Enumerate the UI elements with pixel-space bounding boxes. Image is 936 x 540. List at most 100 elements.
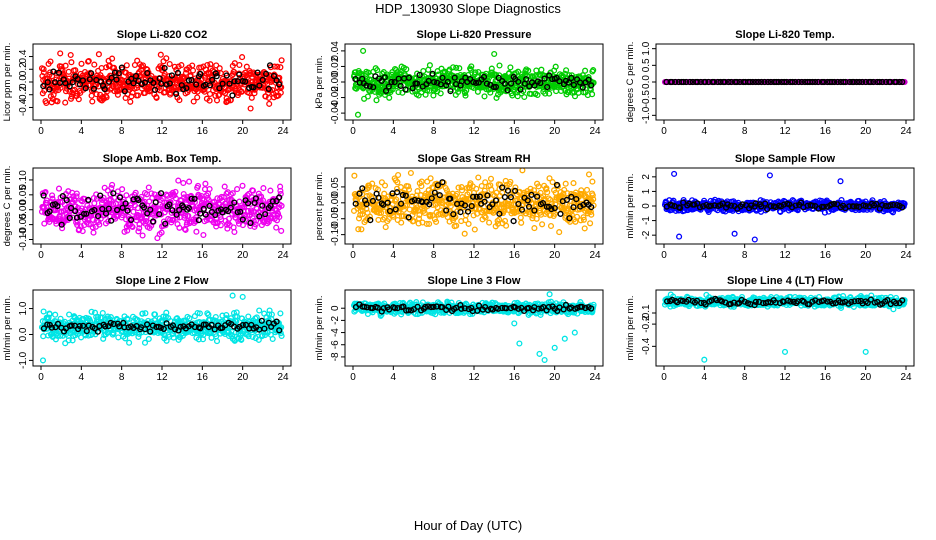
data-point-black [501,194,509,201]
data-point-black [266,62,274,69]
data-point-black [795,78,802,86]
data-point-black [437,81,444,88]
data-point-black [122,200,129,207]
data-point-black [144,210,151,217]
data-point [589,91,596,98]
y-tick-label: 0.05 [18,185,29,205]
data-point-black [197,210,204,217]
data-point [571,93,579,100]
data-point-black [727,202,735,209]
data-point-black [473,193,480,200]
data-point [141,339,149,346]
data-point-black [694,200,701,207]
data-point-black [504,87,511,94]
data-point [93,195,101,202]
data-point [114,91,121,98]
x-tick-label: 8 [431,250,437,261]
data-point [409,88,416,95]
data-point [468,63,475,70]
data-point-black [150,218,157,225]
data-point [253,217,260,224]
y-tick-label: 0.0 [641,75,652,89]
data-point [519,168,526,174]
data-point [234,186,241,193]
data-point-black [226,80,233,87]
data-point-outlier [766,172,773,179]
data-point [239,182,246,189]
data-point-black [54,203,61,210]
data-point [507,64,514,71]
data-point-black [88,70,95,77]
data-point-black [73,214,81,221]
data-point [124,316,131,323]
data-point [255,209,262,216]
data-point [123,192,130,199]
y-tick-label: -0.10 [18,228,29,251]
data-point [429,201,437,209]
data-point-black [853,203,860,210]
data-point [182,69,190,76]
data-point [274,63,281,70]
data-point-black [439,179,446,186]
data-point-black [489,201,496,208]
data-point-black [879,202,886,209]
data-point-black [436,192,443,199]
data-point [40,69,47,76]
data-point-black [276,81,283,88]
data-point-black [728,78,735,86]
data-point [135,228,142,235]
data-point-outlier [731,230,738,237]
data-point [180,179,187,187]
data-point [378,209,385,216]
data-point [418,178,425,185]
data-point-black [862,202,869,210]
data-point-black [250,84,257,91]
data-point-black [101,85,108,93]
data-point-black [543,203,551,210]
data-point [204,61,211,69]
data-point-black [80,210,88,218]
data-point-black [245,200,252,207]
data-point-black [699,203,707,210]
data-point-black [231,78,238,85]
data-point [163,337,170,344]
panel-ylabel: ml/min per min. [625,174,636,239]
data-point-black [58,221,65,228]
x-tick-label: 24 [589,250,601,261]
data-point [229,190,236,197]
data-point-black [144,69,151,77]
data-point-black [893,78,900,86]
data-point-black [896,78,903,86]
data-point-black [789,78,796,86]
x-tick-label: 8 [431,126,437,137]
data-point-black [402,86,409,93]
data-point-black [66,214,73,222]
data-point-black [551,205,558,212]
data-point-black [751,203,758,210]
data-point [108,184,115,192]
data-point-black [820,78,828,86]
data-point-black [570,204,577,211]
x-tick-label: 24 [900,250,912,261]
data-point [426,62,433,69]
data-point-black [899,78,906,86]
data-point-black [363,82,370,89]
data-point [247,105,254,112]
data-point [397,184,404,191]
data-point [213,338,221,345]
data-point-black [276,194,283,201]
data-point [821,209,828,216]
data-point-black [168,72,176,79]
x-tick-label: 4 [79,250,85,261]
data-point-black [409,85,416,92]
data-point [589,178,596,185]
data-point-black [115,70,122,77]
data-point-black [573,196,580,203]
data-point-black [763,206,771,213]
data-point-black [702,78,709,86]
y-tick-label: -0.4 [18,98,29,116]
data-point-black [91,207,98,214]
data-point [88,92,95,99]
